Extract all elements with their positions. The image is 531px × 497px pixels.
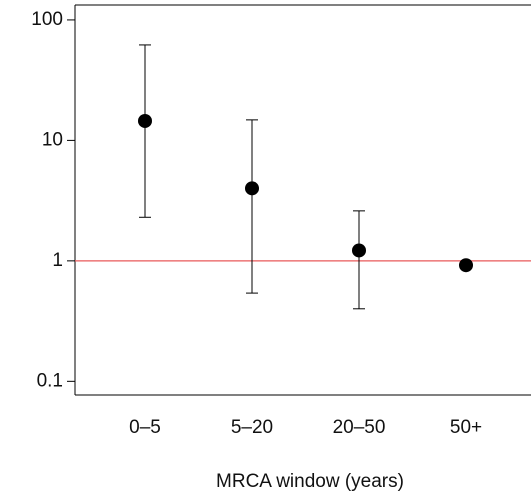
x-tick-label: 50+ [450,417,482,438]
point [245,181,259,196]
x-tick-label: 20–50 [333,417,386,438]
y-tick-label: 1 [52,250,63,271]
point [138,113,152,128]
x-tick-label: 5–20 [231,417,273,438]
x-axis-label: MRCA window (years) [216,471,404,492]
x-tick-label: 0–5 [129,417,161,438]
y-tick-label: 0.1 [37,370,63,391]
point [352,243,366,258]
y-tick-label: 100 [31,9,63,30]
point [459,258,473,273]
y-tick-label: 10 [42,129,63,150]
